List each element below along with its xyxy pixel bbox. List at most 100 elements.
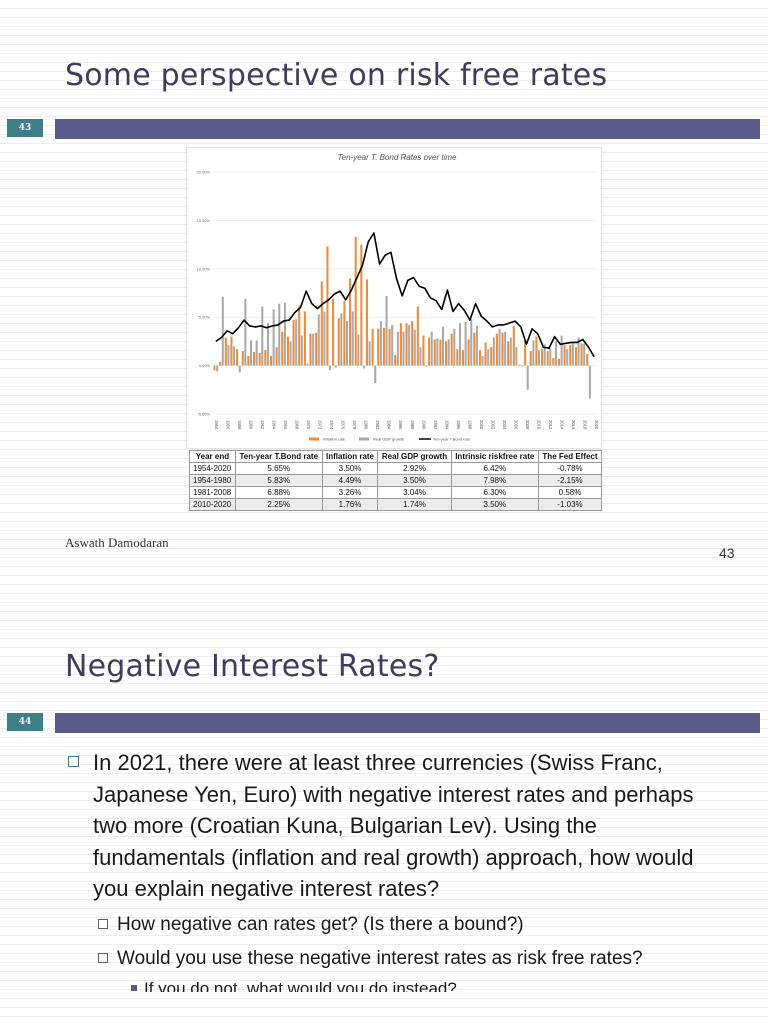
bar-inflation — [394, 354, 397, 366]
accent-bar — [55, 119, 760, 139]
x-tick-label: 1974 — [329, 420, 334, 430]
table-cell: 1954-1980 — [189, 474, 236, 487]
bar-real-gdp — [255, 340, 258, 366]
bar-real-gdp — [306, 363, 309, 366]
bar-real-gdp — [357, 334, 360, 366]
sub-bullet-square-icon — [98, 952, 108, 963]
bar-inflation — [388, 328, 391, 366]
slide-header-bar: 44 — [7, 713, 760, 733]
sub-bullet-text: How negative can rates get? (Is there a … — [117, 913, 524, 935]
bar-inflation — [552, 357, 555, 366]
table-cell: -2.15% — [537, 474, 603, 487]
bar-inflation — [360, 244, 363, 366]
slide-number-box: 44 — [7, 713, 43, 731]
bar-inflation — [264, 350, 267, 366]
bar-inflation — [399, 323, 402, 366]
bar-real-gdp — [515, 347, 518, 366]
bar-real-gdp — [481, 355, 484, 366]
bar-real-gdp — [261, 306, 264, 366]
sub-sub-bullet-square-icon — [131, 984, 137, 991]
bar-inflation — [371, 328, 374, 366]
table-header: Inflation rate — [321, 450, 379, 463]
bar-real-gdp — [227, 345, 230, 366]
bar-real-gdp — [396, 331, 399, 366]
bar-inflation — [219, 361, 222, 366]
bar-inflation — [236, 349, 239, 366]
table-cell: 6.88% — [234, 486, 323, 499]
bar-inflation — [439, 339, 442, 366]
bar-inflation — [495, 333, 498, 366]
y-tick-label: 5.00% — [199, 315, 211, 320]
table-header: Intrinsic riskfree rate — [450, 450, 539, 463]
bar-inflation — [422, 335, 425, 366]
x-tick-label: 2012 — [548, 420, 553, 430]
bar-inflation — [529, 351, 532, 366]
bullet-list: In 2021, there were at least three curre… — [68, 747, 718, 992]
bar-real-gdp — [475, 325, 478, 366]
x-tick-label: 1986 — [398, 420, 403, 430]
sub-bullet-item: How negative can rates get? (Is there a … — [68, 911, 718, 942]
sub-sub-bullet-text: If you do not, what would you do instead… — [144, 978, 457, 992]
bar-inflation — [377, 328, 380, 366]
bar-inflation — [298, 305, 301, 366]
bar-real-gdp — [340, 313, 343, 366]
bar-real-gdp — [278, 303, 281, 366]
bar-inflation — [467, 339, 470, 366]
bar-real-gdp — [532, 340, 535, 366]
table-row: 1981-2008 6.88% 3.26% 3.04% 6.30% 0.58% — [189, 486, 603, 499]
bar-real-gdp — [233, 346, 236, 366]
table-cell: -0.78% — [537, 462, 603, 475]
x-tick-label: 2010 — [536, 420, 541, 430]
y-tick-label: -5.00% — [197, 412, 210, 417]
bar-real-gdp — [289, 341, 292, 366]
bar-inflation — [541, 349, 544, 366]
page-number: 43 — [719, 545, 735, 561]
x-tick-label: 1964 — [272, 420, 277, 430]
bullet-item: In 2021, there were at least three curre… — [68, 747, 718, 905]
x-tick-label: 1954 — [214, 420, 219, 430]
bar-real-gdp — [453, 328, 456, 366]
bar-inflation — [569, 345, 572, 366]
bar-real-gdp — [216, 365, 219, 372]
bar-inflation — [258, 353, 261, 366]
bar-real-gdp — [283, 302, 286, 366]
table-cell: 6.42% — [450, 462, 539, 475]
bar-inflation — [586, 353, 589, 366]
bar-inflation — [354, 236, 357, 366]
bar-inflation — [349, 278, 352, 366]
legend-label: Ten-year T.Bond rate — [433, 437, 471, 442]
table-row: 2010-2020 2.25% 1.76% 1.74% 3.50% -1.03% — [189, 498, 603, 511]
table-cell: 1954-2020 — [189, 462, 236, 475]
table-cell: 2.92% — [377, 462, 452, 475]
chart-gridlines — [213, 171, 597, 415]
bar-inflation — [224, 337, 227, 366]
bar-real-gdp — [312, 333, 315, 366]
bar-real-gdp — [408, 324, 411, 366]
table-cell: 1.74% — [377, 498, 452, 511]
bar-inflation — [332, 298, 335, 366]
bar-real-gdp — [549, 348, 552, 366]
table-header: Real GDP growth — [377, 450, 452, 463]
x-tick-label: 2004 — [502, 420, 507, 430]
x-tick-label: 1998 — [467, 420, 472, 430]
accent-bar — [55, 713, 760, 733]
table-cell: 3.50% — [450, 498, 539, 511]
bar-inflation — [557, 358, 560, 366]
table-cell: 7.98% — [450, 474, 539, 487]
x-tick-label: 1978 — [352, 420, 357, 430]
legend-swatch — [309, 437, 319, 441]
bar-real-gdp — [509, 337, 512, 366]
bar-real-gdp — [391, 324, 394, 366]
table-header: Year end — [189, 450, 236, 463]
y-tick-label: 20.00% — [196, 170, 210, 175]
bar-inflation — [574, 347, 577, 366]
bar-inflation — [478, 350, 481, 366]
slide-header-bar: 43 — [7, 119, 760, 139]
bar-real-gdp — [430, 331, 433, 366]
table-header: Ten-year T.Bond rate — [234, 450, 323, 463]
table-cell: 5.65% — [234, 462, 323, 475]
x-tick-label: 2000 — [479, 420, 484, 430]
table-cell: 2010-2020 — [189, 498, 236, 511]
bar-inflation — [563, 345, 566, 366]
table-header: The Fed Effect — [537, 450, 603, 463]
